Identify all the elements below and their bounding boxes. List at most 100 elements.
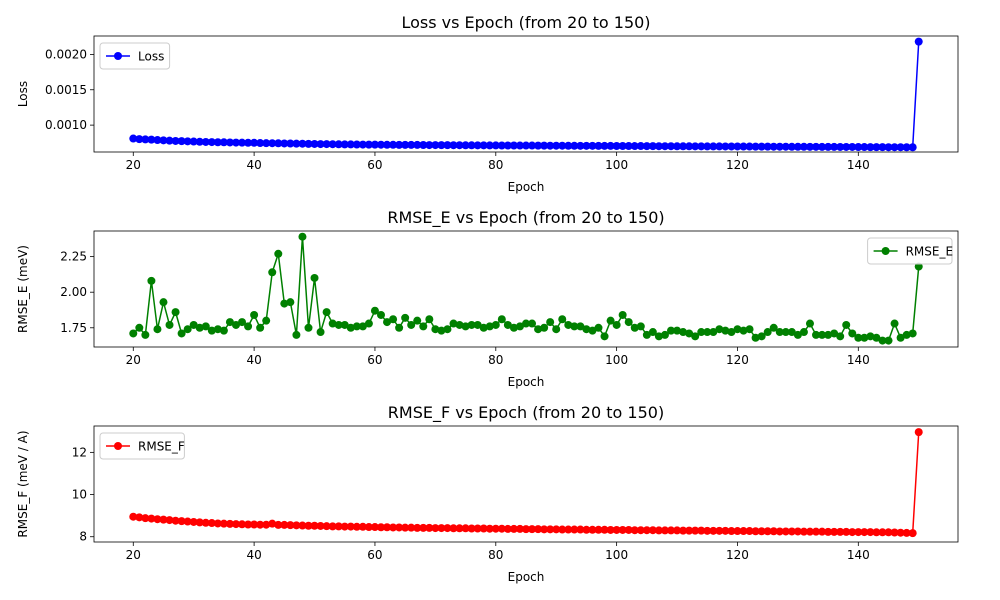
data-point [830,527,839,536]
data-point [250,310,259,319]
data-point [304,521,313,530]
data-point [352,140,361,149]
data-point [685,329,694,338]
data-point [848,528,857,537]
data-point [872,333,881,342]
data-point [890,319,899,328]
legend-box [99,432,185,460]
data-point [165,136,174,145]
data-point [473,141,482,150]
data-point [733,527,742,536]
data-point [419,141,428,149]
data-point [588,525,597,534]
data-point [703,142,712,151]
data-point [534,141,543,150]
data-point [419,322,428,331]
data-point [250,138,259,147]
data-point [135,135,144,144]
y-axis-label: Loss [16,81,30,107]
data-point [159,515,168,524]
data-point [171,516,180,525]
data-point [872,528,881,537]
plot-frame [93,230,959,348]
data-point [443,325,452,334]
data-point [576,525,585,534]
data-point [805,142,814,151]
data-point [812,527,821,536]
data-point [522,141,530,150]
data-point [763,142,772,151]
x-tick-label: 20 [126,353,141,367]
data-point [207,138,216,147]
data-point [636,526,645,535]
data-point [364,319,373,328]
data-point [195,518,204,527]
data-point [274,520,283,529]
data-point [461,524,470,533]
chart-panel-3: RMSE_F vs Epoch (from 20 to 150) 20 40 60 80… [16,403,959,584]
data-point [860,143,869,152]
data-point [485,524,494,533]
data-point [679,526,688,535]
data-point [757,527,766,536]
data-point [376,310,385,319]
data-point [576,322,585,331]
legend-label: RMSE_E [906,245,953,259]
data-point [908,143,917,152]
data-point [739,326,748,335]
data-point [588,326,597,335]
data-point [334,140,343,149]
data-point [703,526,712,535]
data-point [219,519,228,528]
data-point [612,141,621,150]
data-point [848,329,857,338]
data-point [836,332,845,341]
chart-title: RMSE_E vs Epoch (from 20 to 150) [387,208,664,228]
data-point [238,520,247,529]
data-point [799,328,808,337]
data-point [485,141,494,150]
series-RMSE_E [129,232,923,345]
data-point [606,141,615,150]
data-point [310,139,319,148]
data-point [189,137,198,146]
data-point [890,143,899,152]
data-point [413,316,422,325]
data-point [824,142,833,151]
data-point [147,514,156,523]
x-tick-label: 40 [246,353,261,367]
data-point [721,142,730,151]
data-point [491,141,500,150]
data-point [612,525,621,534]
data-point [854,143,863,152]
data-point [455,524,464,533]
data-point [715,325,724,334]
data-point [781,328,790,337]
data-point [775,142,784,151]
data-point [824,527,833,536]
data-point [763,328,772,337]
data-point [908,529,917,538]
data-point [316,521,325,530]
data-point [546,318,555,327]
data-point [322,522,331,531]
data-point [467,320,476,329]
data-point [552,325,561,334]
data-point [564,320,573,329]
data-point [600,525,609,534]
data-point [370,140,379,149]
data-point [225,318,234,327]
data-point [443,141,452,150]
data-point [860,333,869,342]
data-point [189,517,198,526]
data-point [376,523,385,532]
data-point [461,322,470,331]
data-point [709,328,718,337]
data-point [352,522,361,531]
data-point [685,142,694,151]
data-point [183,517,192,526]
data-point [189,320,198,329]
data-point [231,520,240,529]
data-point [153,136,162,145]
